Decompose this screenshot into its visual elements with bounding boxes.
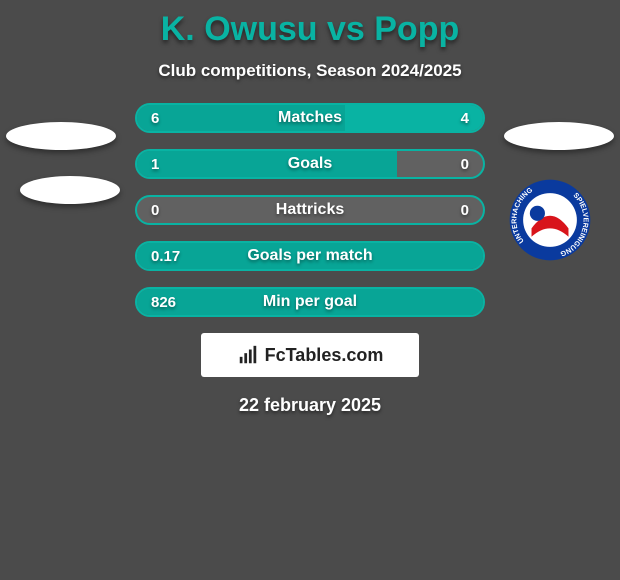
stat-bar: 1 0 Goals [135,149,485,179]
stats-list: 6 4 Matches 1 0 Goals 0 0 Hattricks 0.17 Goals per… [0,103,620,317]
stat-value-left: 826 [151,294,176,311]
stat-label: Matches [278,109,342,127]
snapshot-date: 22 february 2025 [0,395,620,416]
stat-bar: 826 Min per goal [135,287,485,317]
stat-bar: 0 0 Hattricks [135,195,485,225]
stat-label: Hattricks [276,201,344,219]
comparison-card: K. Owusu vs Popp Club competitions, Seas… [0,0,620,580]
stat-label: Goals per match [247,247,372,265]
stat-label: Goals [288,155,332,173]
stat-value-right: 0 [461,202,469,219]
stat-row: 1 0 Goals [0,149,620,179]
stat-value-left: 0.17 [151,248,180,265]
stat-value-right: 4 [461,110,469,127]
stat-bar: 6 4 Matches [135,103,485,133]
stat-bar: 0.17 Goals per match [135,241,485,271]
page-subtitle: Club competitions, Season 2024/2025 [0,61,620,81]
stat-label: Min per goal [263,293,357,311]
fctables-watermark: FcTables.com [201,333,419,377]
stat-row: 0.17 Goals per match [0,241,620,271]
bar-chart-icon [237,344,259,366]
stat-value-left: 6 [151,110,159,127]
stat-value-left: 0 [151,202,159,219]
stat-bar-fill-left [137,151,397,177]
fctables-label: FcTables.com [265,345,384,366]
stat-value-left: 1 [151,156,159,173]
stat-row: 6 4 Matches [0,103,620,133]
stat-row: 826 Min per goal [0,287,620,317]
page-title: K. Owusu vs Popp [0,0,620,49]
stat-value-right: 0 [461,156,469,173]
stat-row: 0 0 Hattricks [0,195,620,225]
